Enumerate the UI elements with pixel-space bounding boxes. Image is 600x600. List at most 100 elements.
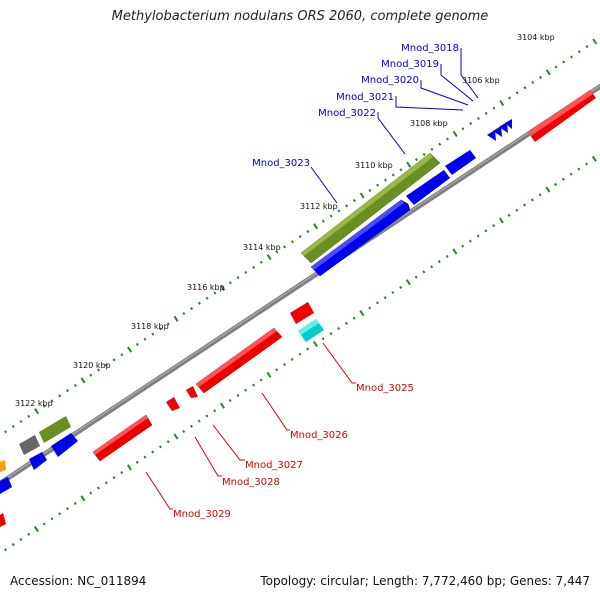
length-label: Length: [372, 574, 419, 588]
minor-tick [19, 537, 23, 541]
minor-tick [27, 532, 31, 536]
gene-cyan[interactable] [298, 319, 324, 342]
gene-label-reverse[interactable]: Mnod_3026 [290, 430, 348, 441]
minor-tick [461, 244, 465, 248]
leader-line [194, 436, 222, 477]
minor-tick [445, 254, 449, 259]
leader-line [377, 112, 406, 155]
minor-tick [228, 398, 232, 403]
minor-tick [538, 75, 543, 79]
minor-tick [151, 450, 155, 454]
gene-blue-small[interactable] [493, 126, 502, 137]
major-tick [266, 254, 272, 261]
minor-tick [507, 213, 511, 217]
minor-tick [228, 281, 232, 285]
topology-label: Topology: [260, 574, 317, 588]
gene-gray[interactable] [19, 435, 40, 455]
minor-tick [430, 147, 434, 151]
minor-tick [414, 275, 418, 279]
minor-tick [422, 152, 426, 156]
reverse-leaders [145, 342, 356, 510]
leader-line [322, 342, 356, 384]
minor-tick [283, 245, 287, 249]
gene-label-reverse[interactable]: Mnod_3028 [222, 477, 280, 488]
gene-blue[interactable] [0, 477, 12, 494]
gene-label-reverse[interactable]: Mnod_3025 [356, 383, 414, 394]
gene-label-forward[interactable]: Mnod_3022 [318, 108, 376, 119]
minor-tick [484, 229, 488, 233]
gene-label-reverse[interactable]: Mnod_3029 [173, 509, 231, 520]
gene-label-forward[interactable]: Mnod_3023 [252, 158, 310, 169]
gene-blue[interactable] [445, 150, 476, 175]
gene-blue-small[interactable] [505, 119, 512, 129]
major-tick [126, 464, 132, 471]
gene-blue[interactable] [29, 452, 47, 470]
minor-tick [430, 265, 434, 269]
minor-tick [50, 399, 54, 403]
major-tick [266, 371, 272, 378]
minor-tick [515, 91, 519, 95]
gene-label-forward[interactable]: Mnod_3020 [361, 75, 419, 86]
minor-tick [151, 332, 155, 336]
gene-green-large[interactable] [300, 152, 441, 264]
minor-tick [189, 424, 193, 428]
gene-blue[interactable] [406, 170, 450, 205]
minor-tick [205, 414, 209, 418]
minor-tick [368, 188, 372, 192]
major-tick [312, 340, 318, 348]
scale-label: 3112 kbp [300, 202, 338, 211]
minor-tick [554, 65, 558, 69]
genes-value: 7,447 [555, 574, 590, 588]
tick-rows [3, 38, 598, 552]
minor-tick [484, 111, 488, 115]
minor-tick [391, 173, 395, 177]
map-title: Methylobacterium nodulans ORS 2060, comp… [111, 9, 489, 24]
gene-red-small[interactable] [186, 386, 198, 398]
forward-gene-labels: Mnod_3018 Mnod_3019 Mnod_3020 Mnod_3021 … [252, 43, 459, 169]
gene-blue[interactable] [51, 433, 78, 457]
gene-red[interactable] [0, 513, 6, 527]
gene-red-large[interactable] [195, 327, 283, 394]
minor-tick [414, 158, 418, 162]
major-tick [219, 402, 225, 409]
gene-label-forward[interactable]: Mnod_3019 [381, 59, 439, 70]
minor-tick [337, 326, 341, 331]
minor-tick [422, 270, 426, 274]
minor-tick [344, 321, 348, 325]
gene-red[interactable] [290, 302, 314, 324]
gene-blue-small[interactable] [499, 122, 508, 133]
gene-label-forward[interactable]: Mnod_3021 [336, 92, 394, 103]
minor-tick [492, 224, 496, 228]
major-tick [313, 223, 319, 230]
gene-green-small[interactable] [39, 416, 71, 443]
minor-tick [275, 250, 279, 254]
minor-tick [469, 122, 473, 126]
minor-tick [259, 260, 263, 264]
leader-line [420, 80, 469, 106]
gene-label-reverse[interactable]: Mnod_3027 [245, 460, 303, 471]
minor-tick [205, 296, 209, 300]
minor-tick [104, 363, 108, 367]
minor-tick [182, 429, 186, 433]
gene-label-forward[interactable]: Mnod_3018 [401, 43, 459, 54]
gene-red-small[interactable] [166, 397, 180, 411]
accession-info: Accession: NC_011894 [10, 574, 146, 588]
major-tick [592, 38, 598, 45]
scale-labels: 3104 kbp 3106 kbp 3108 kbp 3110 kbp 3112… [15, 33, 555, 408]
major-tick [498, 217, 504, 224]
minor-tick [290, 240, 294, 244]
minor-tick [383, 178, 387, 182]
minor-tick [337, 209, 341, 213]
minor-tick [306, 347, 310, 351]
minor-tick [120, 471, 124, 475]
reverse-strand [0, 302, 324, 527]
accession-value: NC_011894 [77, 574, 147, 588]
minor-tick [577, 50, 581, 54]
minor-tick [135, 342, 139, 346]
gene-red[interactable] [92, 414, 153, 462]
gene-orange[interactable] [0, 460, 6, 472]
minor-tick [561, 177, 565, 181]
minor-tick [531, 80, 535, 85]
minor-tick [523, 86, 527, 90]
gene-blue-small[interactable] [487, 130, 496, 141]
